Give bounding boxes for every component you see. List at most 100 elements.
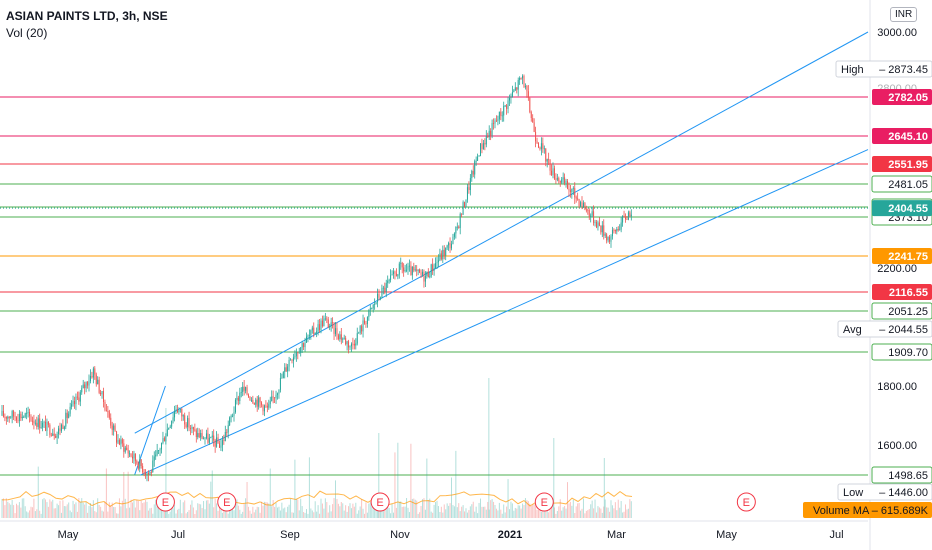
currency-button[interactable]: INR	[890, 7, 918, 22]
volume-bar	[223, 504, 225, 518]
volume-bar	[519, 505, 521, 518]
volume-bar	[459, 511, 461, 518]
volume-bar	[588, 508, 590, 518]
candle-body	[549, 159, 551, 171]
volume-bar	[536, 509, 538, 518]
candle-body	[614, 229, 616, 232]
volume-bar	[382, 508, 384, 518]
volume-bar	[517, 505, 519, 518]
earnings-marker-label: E	[541, 497, 548, 509]
candle-body	[176, 409, 178, 412]
candle-body	[485, 136, 487, 145]
candle-body	[200, 433, 202, 438]
volume-bar	[451, 477, 452, 518]
candle-body	[100, 392, 102, 395]
volume-bar	[118, 498, 120, 518]
candle-body	[561, 179, 563, 183]
level-price-tag-background	[872, 248, 932, 264]
candle-body	[551, 170, 553, 175]
volume-bar	[616, 510, 618, 518]
volume-indicator-label[interactable]: Vol (20)	[6, 26, 48, 40]
level-price-tag-text: 2241.75	[888, 251, 928, 263]
candle-body	[190, 428, 191, 430]
volume-bar	[269, 468, 271, 518]
volume-bar	[504, 512, 506, 518]
earnings-marker[interactable]: E	[155, 492, 175, 512]
volume-bar	[400, 501, 402, 518]
volume-bar	[356, 513, 358, 518]
volume-bar	[393, 512, 394, 518]
candle-body	[65, 412, 67, 427]
volume-bar	[178, 508, 180, 518]
volume-bar	[207, 500, 209, 518]
volume-bar	[182, 502, 184, 518]
volume-bar	[511, 503, 513, 518]
volume-bar	[611, 505, 613, 518]
candle-body	[26, 413, 28, 414]
volume-bar	[81, 498, 83, 518]
volume-bar	[339, 506, 341, 518]
candle-body	[395, 273, 397, 277]
earnings-marker[interactable]: E	[370, 492, 390, 512]
candle-body	[475, 160, 477, 162]
candle-body	[348, 341, 350, 348]
candle-body	[559, 180, 561, 183]
volume-bar	[390, 513, 392, 518]
candle-body	[404, 269, 406, 272]
candle-body	[448, 243, 450, 246]
volume-bar	[288, 504, 290, 518]
candle-body	[60, 424, 62, 431]
candle-body	[110, 417, 112, 426]
candle-body	[500, 111, 502, 116]
volume-bar	[216, 503, 218, 518]
chart-legend[interactable]: ASIAN PAINTS LTD, 3h, NSE Vol (20)	[6, 8, 168, 42]
candle-body	[369, 308, 371, 310]
candle-body	[79, 392, 81, 402]
volume-bar	[509, 509, 510, 518]
volume-bar	[329, 505, 331, 518]
candle-body	[59, 428, 61, 431]
candle-body	[217, 437, 219, 444]
candle-body	[126, 447, 128, 450]
high-tag-label: High	[841, 64, 864, 76]
candle-body	[346, 341, 348, 345]
candle-body	[40, 427, 42, 429]
volume-bar	[343, 510, 345, 518]
candle-body	[377, 293, 379, 303]
time-tick-label: Sep	[280, 529, 300, 541]
earnings-marker[interactable]: E	[534, 492, 554, 512]
candle-body	[249, 396, 251, 401]
volume-bar	[317, 505, 319, 518]
candle-body	[532, 118, 534, 123]
candle-body	[248, 394, 249, 397]
symbol-title[interactable]: ASIAN PAINTS LTD, 3h, NSE	[6, 9, 168, 23]
volume-bar	[72, 500, 74, 518]
candle-body	[527, 91, 529, 98]
earnings-marker[interactable]: E	[736, 492, 756, 512]
volume-bar	[319, 513, 321, 518]
candle-body	[4, 416, 6, 418]
candle-body	[171, 420, 173, 427]
time-axis[interactable]: May Jul Sep Nov 2021 Mar May Jul	[0, 520, 868, 541]
volume-bar	[101, 510, 103, 518]
candle-body	[511, 91, 513, 97]
candle-body	[250, 399, 252, 401]
volume-bar	[194, 513, 196, 518]
candle-body	[345, 337, 347, 345]
last-price-tag: 2404.55	[872, 200, 932, 217]
earnings-marker[interactable]: E	[217, 492, 237, 512]
volume-bar	[111, 502, 113, 518]
candle-body	[611, 229, 613, 237]
candle-body	[120, 439, 122, 445]
candle-body	[590, 215, 592, 218]
candle-body	[11, 411, 13, 418]
candle-body	[481, 143, 483, 150]
candle-body	[137, 463, 139, 469]
volume-bar	[359, 506, 361, 518]
level-price-tag: 2551.95	[872, 156, 932, 172]
volume-bar	[63, 506, 65, 518]
candle-body	[333, 322, 335, 334]
candle-body	[480, 143, 481, 156]
